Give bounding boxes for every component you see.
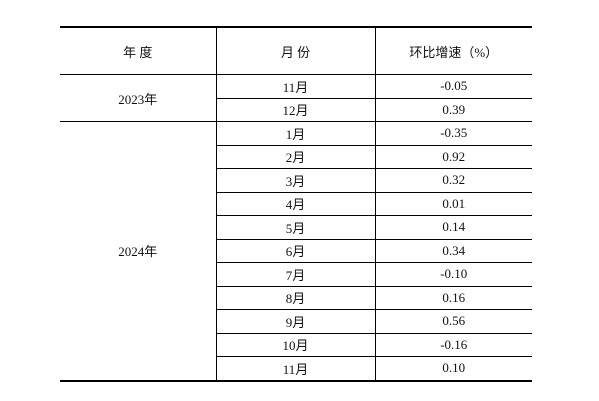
table-row: 3月 0.32 — [60, 168, 532, 193]
value-cell: 0.01 — [374, 192, 532, 216]
value-cell: 0.39 — [374, 98, 532, 122]
year-cell: 2023年 — [60, 74, 216, 122]
month-cell: 3月 — [215, 168, 375, 193]
table-row: 7月 -0.10 — [60, 262, 532, 287]
month-cell: 5月 — [215, 215, 375, 240]
table-row: 5月 0.14 — [60, 215, 532, 240]
data-table: 年 度 月 份 环比增速（%） 2023年 11月 -0.05 12月 0.39 2024… — [60, 26, 532, 382]
month-cell: 6月 — [215, 239, 375, 263]
table-row: 11月 0.10 — [60, 356, 532, 381]
header-cell: 年 度 — [60, 27, 216, 75]
table-row: 8月 0.16 — [60, 286, 532, 310]
table-row: 4月 0.01 — [60, 192, 532, 216]
month-cell: 2月 — [215, 145, 375, 169]
value-cell: 0.14 — [374, 215, 532, 240]
month-cell: 11月 — [215, 74, 375, 99]
table-row: 2024年 1月 -0.35 — [60, 121, 532, 381]
month-cell: 10月 — [215, 333, 375, 357]
value-cell: -0.35 — [374, 121, 532, 146]
month-cell: 7月 — [215, 262, 375, 287]
table-row: 2月 0.92 — [60, 145, 532, 169]
table-row: 10月 -0.16 — [60, 333, 532, 357]
month-cell: 9月 — [215, 309, 375, 334]
month-cell: 12月 — [215, 98, 375, 122]
table-row: 6月 0.34 — [60, 239, 532, 263]
table-row: 9月 0.56 — [60, 309, 532, 334]
value-cell: 0.56 — [374, 309, 532, 334]
header-cell: 环比增速（%） — [374, 27, 532, 75]
table-row: 2023年 11月 -0.05 — [60, 74, 532, 122]
value-cell: -0.05 — [374, 74, 532, 99]
month-cell: 11月 — [215, 356, 375, 381]
month-cell: 4月 — [215, 192, 375, 216]
value-cell: 0.10 — [374, 356, 532, 381]
month-cell: 1月 — [215, 121, 375, 146]
year-cell: 2024年 — [60, 121, 216, 381]
value-cell: 0.34 — [374, 239, 532, 263]
header-cell: 月 份 — [215, 27, 375, 75]
value-cell: 0.92 — [374, 145, 532, 169]
table-body: 2023年 11月 -0.05 12月 0.39 2024年 1月 -0.35 2月 0.92 3月… — [60, 74, 532, 381]
table-header: 年 度 月 份 环比增速（%） — [60, 27, 532, 75]
value-cell: -0.16 — [374, 333, 532, 357]
table-row: 12月 0.39 — [60, 98, 532, 122]
header-row: 年 度 月 份 环比增速（%） — [60, 27, 532, 75]
value-cell: -0.10 — [374, 262, 532, 287]
month-cell: 8月 — [215, 286, 375, 310]
value-cell: 0.16 — [374, 286, 532, 310]
value-cell: 0.32 — [374, 168, 532, 193]
